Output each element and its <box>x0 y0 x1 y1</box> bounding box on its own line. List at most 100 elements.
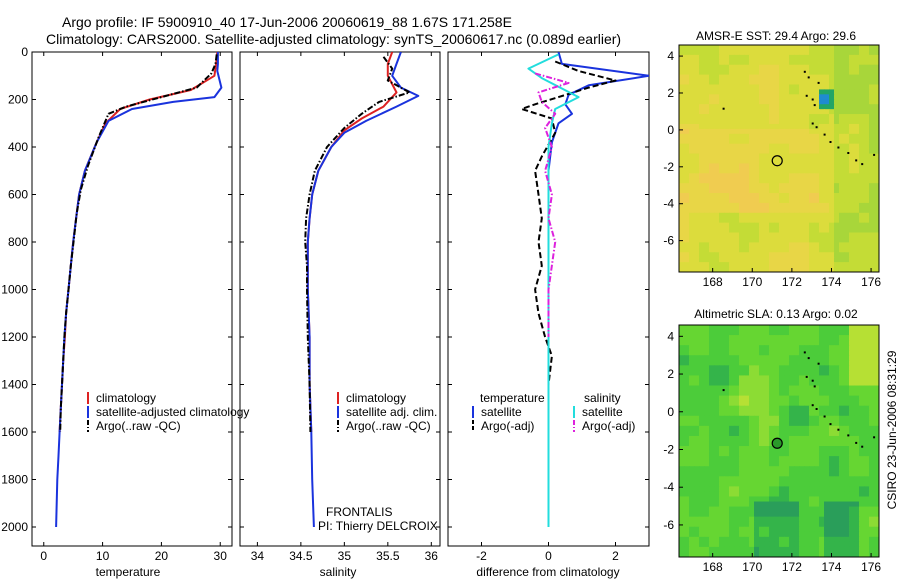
heat-cell <box>724 461 730 467</box>
heat-cell <box>864 252 870 258</box>
heat-cell <box>869 104 875 110</box>
heat-cell <box>754 461 760 467</box>
heat-cell <box>679 242 685 248</box>
heat-cell <box>794 119 800 125</box>
heat-cell <box>724 252 730 258</box>
heat-cell <box>854 435 860 442</box>
heat-cell <box>704 330 710 336</box>
heat-cell <box>769 197 775 204</box>
legend-header-temperature: temperature <box>480 391 545 405</box>
heat-cell <box>754 551 760 557</box>
heat-cell <box>744 99 750 105</box>
heat-cell <box>744 158 750 165</box>
heat-cell <box>809 183 815 189</box>
heat-cell <box>859 521 865 528</box>
heat-cell <box>789 54 795 61</box>
heat-cell <box>874 257 879 263</box>
heat-cell <box>849 345 855 351</box>
heat-cell <box>839 496 845 503</box>
heat-cell <box>804 64 810 71</box>
heat-cell <box>799 410 805 417</box>
heat-cell <box>814 222 820 229</box>
heat-cell <box>729 89 735 95</box>
heat-cell <box>864 84 870 91</box>
heat-cell <box>799 143 805 150</box>
heat-cell <box>839 446 845 452</box>
heat-cell <box>834 501 840 508</box>
heat-cell <box>814 385 820 392</box>
heat-cell <box>844 197 850 204</box>
heat-cell <box>699 355 705 361</box>
heat-cell <box>779 89 785 95</box>
heat-cell <box>804 491 810 498</box>
heat-cell <box>789 441 795 447</box>
heat-cell <box>844 99 850 105</box>
heat-cell <box>764 325 770 331</box>
heat-cell <box>689 59 695 66</box>
heat-cell <box>699 138 705 145</box>
heat-cell <box>694 94 700 100</box>
heat-cell <box>679 435 685 442</box>
heat-cell <box>859 123 865 130</box>
heat-cell <box>784 188 790 194</box>
heat-cell <box>854 123 860 130</box>
heat-cell <box>824 375 830 382</box>
heat-cell <box>734 400 740 407</box>
heat-cell <box>694 511 700 518</box>
heat-cell <box>784 207 790 214</box>
heat-cell <box>804 89 810 95</box>
heat-cell <box>694 49 700 56</box>
heat-cell <box>834 207 840 214</box>
heat-cell <box>714 476 720 482</box>
heat-cell <box>814 355 820 361</box>
heat-cell <box>704 441 710 447</box>
heat-cell <box>774 486 780 493</box>
heat-cell <box>844 335 850 341</box>
heat-cell <box>704 202 710 209</box>
heat-cell <box>759 375 765 382</box>
heat-cell <box>729 193 735 199</box>
heat-cell <box>774 370 780 377</box>
heat-cell <box>744 143 750 150</box>
heat-cell <box>684 212 690 219</box>
heat-cell <box>694 74 700 81</box>
heat-cell <box>784 446 790 452</box>
heat-cell <box>859 506 865 513</box>
heat-cell <box>699 511 705 518</box>
heat-cell <box>739 461 745 467</box>
heat-cell <box>764 526 770 533</box>
heat-cell <box>869 237 875 243</box>
heat-cell <box>809 89 815 95</box>
heat-cell <box>699 506 705 513</box>
heat-cell <box>714 340 720 346</box>
heat-cell <box>774 119 780 125</box>
heat-cell <box>769 262 775 268</box>
heat-cell <box>764 456 770 462</box>
heat-cell <box>864 79 870 86</box>
heat-cell <box>829 168 835 174</box>
heat-cell <box>859 496 865 503</box>
heat-cell <box>794 521 800 528</box>
heat-cell <box>869 441 875 447</box>
heat-cell <box>744 496 750 503</box>
heat-cell <box>819 380 825 387</box>
heat-cell <box>834 430 840 437</box>
heat-cell <box>724 163 730 169</box>
heat-cell <box>819 430 825 437</box>
heat-cell <box>754 128 760 135</box>
heat-cell <box>734 148 740 155</box>
heat-cell <box>684 360 690 366</box>
heat-cell <box>779 222 785 229</box>
heat-cell <box>679 173 685 179</box>
heat-cell <box>714 395 720 402</box>
heat-cell <box>694 471 700 477</box>
heat-cell <box>754 430 760 437</box>
heat-cell <box>839 267 845 272</box>
heat-cell <box>799 178 805 184</box>
heat-cell <box>724 158 730 165</box>
heat-cell <box>779 390 785 397</box>
heat-cell <box>764 242 770 248</box>
heat-cell <box>749 202 755 209</box>
heat-cell <box>844 476 850 482</box>
heat-cell <box>799 222 805 229</box>
